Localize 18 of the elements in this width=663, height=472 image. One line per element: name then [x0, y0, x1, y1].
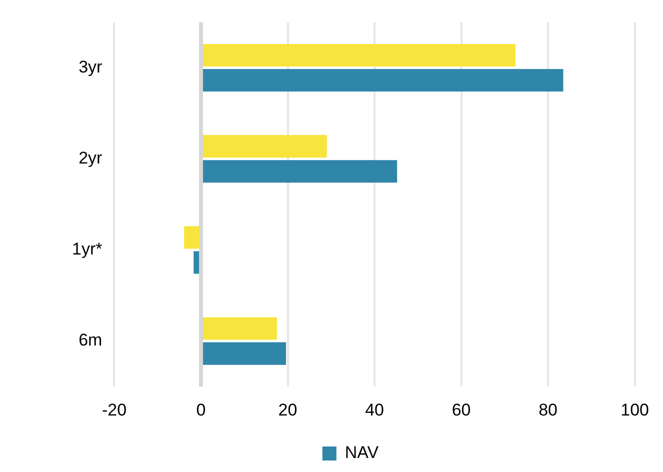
y-tick-label: 6m — [78, 330, 102, 350]
legend-label: NAV — [344, 443, 380, 462]
x-tick-label: 0 — [196, 400, 206, 420]
x-tick-label: 80 — [538, 400, 558, 420]
x-tick-label: 60 — [452, 400, 471, 420]
x-tick-label: -20 — [102, 400, 127, 420]
bar — [202, 44, 516, 66]
x-tick-label: 100 — [620, 400, 650, 420]
bar — [202, 69, 564, 92]
bar — [202, 342, 286, 365]
bar — [202, 135, 327, 158]
x-tick-label: 20 — [278, 400, 298, 420]
bar — [202, 160, 398, 183]
y-tick-label: 2yr — [78, 148, 103, 168]
y-tick-label: 1yr* — [72, 240, 103, 259]
x-tick-label: 40 — [365, 400, 384, 420]
y-tick-label: 3yr — [78, 57, 103, 76]
bar — [202, 317, 277, 340]
